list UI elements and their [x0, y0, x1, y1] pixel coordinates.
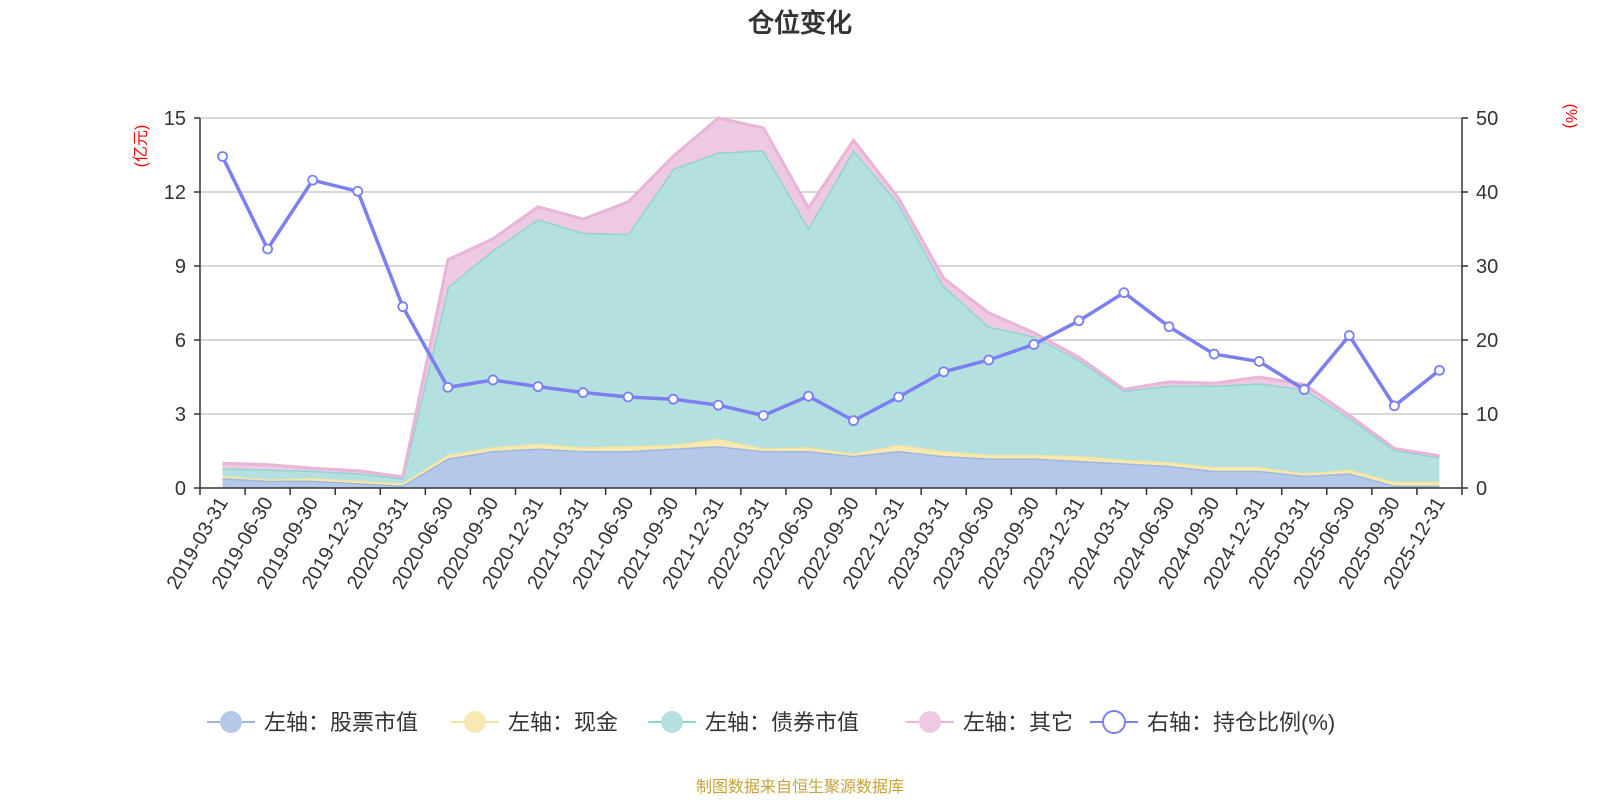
ratio-point — [1073, 315, 1085, 327]
chart-title: 仓位变化 — [747, 8, 852, 38]
y-left-tick-label: 0 — [175, 478, 186, 500]
ratio-point — [1298, 384, 1310, 395]
y-left-unit: (亿元) — [132, 125, 150, 168]
y-left-tick-label: 15 — [164, 108, 186, 130]
ratio-point — [1434, 364, 1445, 376]
ratio-line — [220, 155, 1441, 423]
legend-label: 左轴：股票市值 — [264, 710, 418, 735]
ratio-point — [397, 301, 409, 313]
source-note: 制图数据来自恒生聚源数据库 — [696, 778, 904, 796]
y-right-tick-label: 10 — [1476, 404, 1498, 426]
legend-marker — [220, 711, 242, 733]
ratio-point — [1118, 287, 1130, 299]
y-left-tick-label: 12 — [164, 182, 186, 204]
y-left-tick-label: 3 — [175, 404, 186, 426]
ratio-point — [262, 243, 274, 255]
legend-label: 左轴：债券市值 — [705, 710, 859, 735]
ratio-point — [938, 366, 950, 378]
ratio-point — [1253, 356, 1265, 367]
legend-marker — [464, 711, 486, 733]
ratio-point — [442, 381, 454, 393]
area-2 — [222, 150, 1440, 484]
ratio-point — [983, 354, 995, 366]
y-right-tick-label: 0 — [1476, 478, 1487, 500]
ratio-point — [1163, 321, 1175, 333]
legend: 左轴：股票市值 左轴：现金 左轴：债券市值 左轴：其它 右轴：持仓比例(%) — [207, 710, 1335, 735]
y-left-tick-label: 9 — [175, 256, 186, 278]
ratio-point — [487, 374, 499, 386]
ratio-point — [217, 151, 228, 162]
legend-marker — [661, 711, 683, 733]
y-right-tick-label: 30 — [1476, 256, 1498, 278]
y-right-tick-label: 40 — [1476, 182, 1498, 204]
line-series — [217, 151, 1445, 427]
y-right-unit: (%) — [1562, 104, 1579, 129]
ratio-point — [577, 387, 589, 398]
ratio-point — [1343, 330, 1355, 341]
area-edge-3 — [222, 116, 1440, 479]
area-series — [222, 116, 1440, 488]
ratio-point — [622, 391, 634, 403]
legend-label: 左轴：现金 — [508, 710, 618, 735]
ratio-point — [352, 185, 364, 197]
ratio-point — [893, 391, 905, 403]
legend-label: 左轴：其它 — [963, 710, 1073, 735]
legend-marker — [919, 711, 941, 733]
legend-label: 右轴：持仓比例(%) — [1147, 710, 1335, 735]
ratio-point — [1028, 339, 1040, 350]
y-right-tick-label: 50 — [1476, 108, 1498, 130]
area-0 — [222, 446, 1440, 488]
ratio-point — [307, 174, 319, 186]
ratio-point — [712, 399, 724, 411]
ratio-point — [757, 410, 769, 421]
y-left-tick-label: 6 — [175, 330, 186, 352]
ratio-point — [803, 390, 814, 402]
ratio-point — [1388, 400, 1400, 412]
y-right-tick-label: 20 — [1476, 330, 1498, 352]
ratio-point — [1208, 348, 1220, 360]
ratio-point — [667, 393, 679, 405]
legend-marker — [1102, 710, 1126, 734]
ratio-point — [532, 381, 544, 393]
ratio-point — [848, 415, 859, 427]
